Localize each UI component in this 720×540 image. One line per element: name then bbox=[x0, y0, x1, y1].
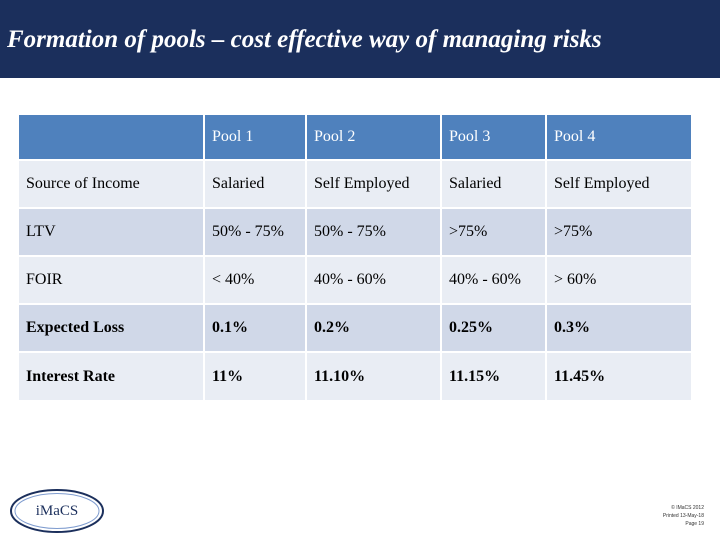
table-cell: 11% bbox=[203, 351, 306, 400]
header-pool-3: Pool 3 bbox=[440, 115, 546, 160]
table-cell: 0.25% bbox=[440, 303, 546, 352]
header-cell-empty bbox=[19, 115, 204, 160]
row-label: FOIR bbox=[19, 255, 204, 304]
imacs-logo: iMaCS bbox=[8, 487, 106, 535]
table-cell: Salaried bbox=[440, 159, 546, 208]
table-cell: Salaried bbox=[203, 159, 306, 208]
table-row: Expected Loss 0.1% 0.2% 0.25% 0.3% bbox=[19, 303, 691, 352]
slide-title: Formation of pools – cost effective way … bbox=[7, 26, 602, 53]
table-cell: Self Employed bbox=[545, 159, 691, 208]
table-header-row: Pool 1 Pool 2 Pool 3 Pool 4 bbox=[19, 115, 691, 160]
logo-ellipse-icon bbox=[10, 489, 104, 533]
table-cell: 11.10% bbox=[305, 351, 441, 400]
table-row: Interest Rate 11% 11.10% 11.15% 11.45% bbox=[19, 351, 691, 400]
header-pool-1: Pool 1 bbox=[203, 115, 306, 160]
footer-page: Page 19 bbox=[685, 521, 704, 527]
table-cell: 0.1% bbox=[203, 303, 306, 352]
table-cell: >75% bbox=[545, 207, 691, 256]
footer-copyright: © IMaCS 2012 bbox=[671, 505, 704, 511]
table-row: FOIR < 40% 40% - 60% 40% - 60% > 60% bbox=[19, 255, 691, 304]
table-cell: 50% - 75% bbox=[203, 207, 306, 256]
table-row: LTV 50% - 75% 50% - 75% >75% >75% bbox=[19, 207, 691, 256]
footer-printed: Printed 13-May-18 bbox=[662, 513, 704, 519]
table-cell: 40% - 60% bbox=[440, 255, 546, 304]
table-cell: 11.45% bbox=[545, 351, 691, 400]
table-row: Source of Income Salaried Self Employed … bbox=[19, 159, 691, 208]
table-cell: Self Employed bbox=[305, 159, 441, 208]
table-cell: 11.15% bbox=[440, 351, 546, 400]
pools-table: Pool 1 Pool 2 Pool 3 Pool 4 Source of In… bbox=[19, 115, 691, 400]
row-label: Interest Rate bbox=[19, 351, 204, 400]
table-cell: >75% bbox=[440, 207, 546, 256]
header-pool-4: Pool 4 bbox=[545, 115, 691, 160]
table-cell: 40% - 60% bbox=[305, 255, 441, 304]
row-label: LTV bbox=[19, 207, 204, 256]
title-bar: Formation of pools – cost effective way … bbox=[0, 0, 720, 78]
table-cell: 50% - 75% bbox=[305, 207, 441, 256]
table-cell: < 40% bbox=[203, 255, 306, 304]
slide-footer: © IMaCS 2012 Printed 13-May-18 Page 19 bbox=[663, 504, 704, 528]
table-cell: 0.3% bbox=[545, 303, 691, 352]
table-cell: > 60% bbox=[545, 255, 691, 304]
row-label: Source of Income bbox=[19, 159, 204, 208]
logo-text: iMaCS bbox=[35, 502, 79, 519]
table-cell: 0.2% bbox=[305, 303, 441, 352]
header-pool-2: Pool 2 bbox=[305, 115, 441, 160]
row-label: Expected Loss bbox=[19, 303, 204, 352]
